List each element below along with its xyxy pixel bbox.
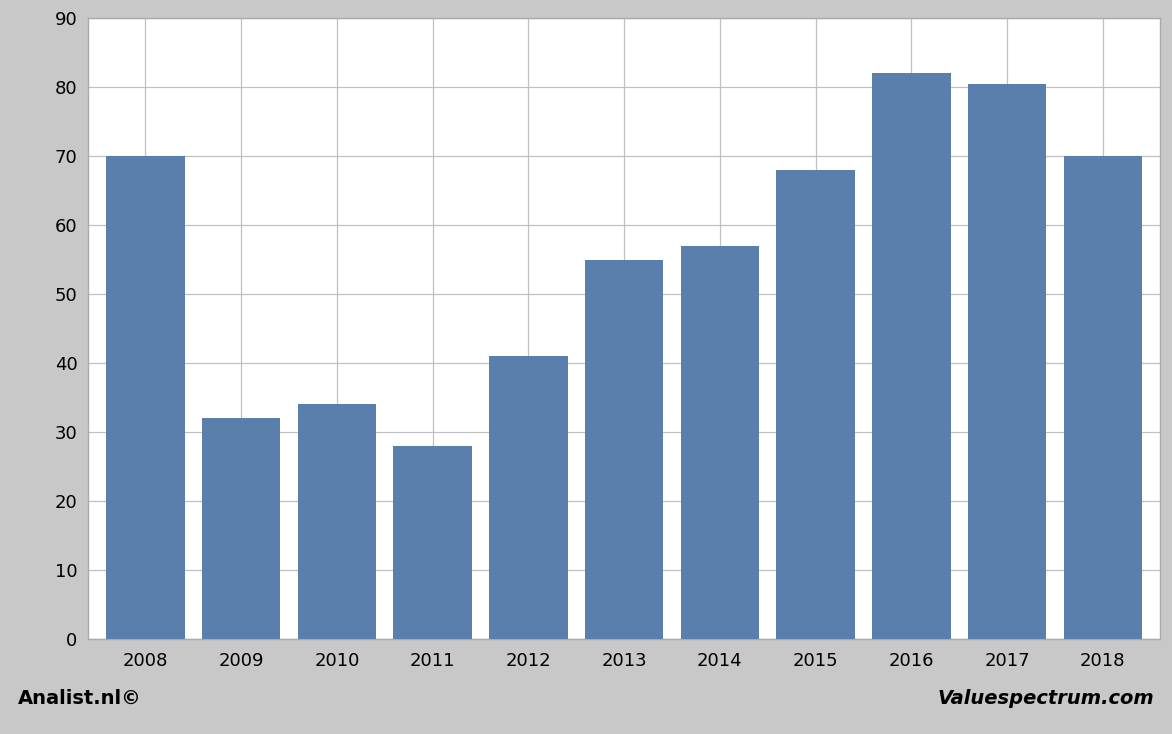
Bar <box>585 260 663 639</box>
Bar <box>1063 156 1142 639</box>
Bar <box>394 446 472 639</box>
Bar <box>968 84 1047 639</box>
Bar <box>776 170 854 639</box>
Bar <box>298 404 376 639</box>
Text: Analist.nl©: Analist.nl© <box>18 689 142 708</box>
Bar <box>681 246 759 639</box>
Bar <box>107 156 185 639</box>
Text: Valuespectrum.com: Valuespectrum.com <box>938 689 1154 708</box>
Bar <box>202 418 280 639</box>
Bar <box>489 356 567 639</box>
Bar <box>872 73 950 639</box>
